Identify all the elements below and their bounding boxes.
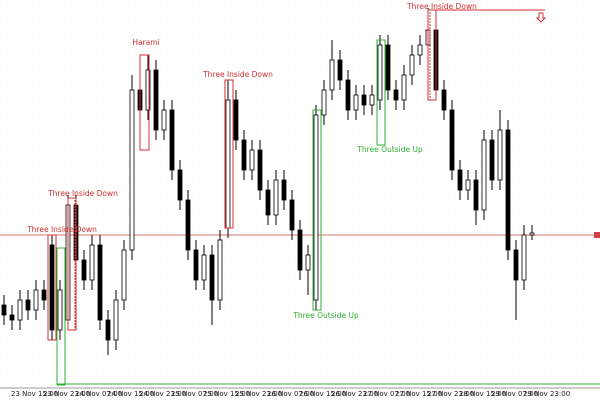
pattern-box xyxy=(139,54,150,151)
candle-body xyxy=(289,199,295,231)
candle-body xyxy=(249,149,255,171)
candle-body xyxy=(1,304,7,316)
candle-body xyxy=(81,259,87,281)
x-tick-label: 27 Nov 07:00 xyxy=(363,390,410,398)
candle-body xyxy=(465,179,471,191)
candle-body xyxy=(305,254,311,271)
x-tick-label: 25 Nov 15:00 xyxy=(203,390,250,398)
pattern-label: Three Outside Up xyxy=(292,311,359,320)
candle-body xyxy=(201,254,207,281)
pattern-label: Three Inside Down xyxy=(47,189,118,198)
pattern-box xyxy=(427,9,437,101)
pattern-label: Three Inside Down xyxy=(202,70,273,79)
candle-body xyxy=(409,54,415,76)
candle-body xyxy=(25,299,31,311)
down-arrow xyxy=(535,12,547,23)
pattern-box xyxy=(67,197,77,331)
candle-body xyxy=(105,319,111,341)
candle-body xyxy=(441,89,447,111)
candle-body xyxy=(33,289,39,311)
x-tick-label: 27 Nov 15:00 xyxy=(395,390,442,398)
candle-body xyxy=(321,89,327,116)
candle-body xyxy=(217,239,223,301)
candle-body xyxy=(161,109,167,131)
candle-body xyxy=(489,139,495,181)
candle-body xyxy=(337,59,343,81)
candle-body xyxy=(257,149,263,191)
x-tick-label: 23 Nov 23:00 xyxy=(43,390,90,398)
candle-body xyxy=(153,69,159,131)
x-tick-label: 27 Nov 23:00 xyxy=(427,390,474,398)
candle-body xyxy=(385,44,391,91)
x-tick-label: 25 Nov 23:00 xyxy=(235,390,282,398)
candle-body xyxy=(209,254,215,301)
x-tick-label: 26 Nov 23:00 xyxy=(331,390,378,398)
candle-body xyxy=(113,299,119,341)
pattern-box xyxy=(47,234,57,341)
candle-body xyxy=(345,79,351,111)
candle-body xyxy=(17,299,23,321)
candle-body xyxy=(241,139,247,171)
candle-body xyxy=(57,289,63,331)
pattern-label: Three Inside Down xyxy=(26,225,97,234)
candle-body xyxy=(497,129,503,181)
pattern-label: Three Inside Down xyxy=(406,2,477,11)
pattern-boxes xyxy=(47,9,600,386)
candle-body xyxy=(225,99,231,229)
candle-body xyxy=(505,129,511,251)
candle-body xyxy=(97,244,103,321)
candle-body xyxy=(521,234,527,281)
candle-body xyxy=(49,244,55,331)
candle-body xyxy=(473,179,479,211)
price-marker xyxy=(594,232,600,238)
candle-body xyxy=(369,94,375,106)
candle-body xyxy=(401,74,407,101)
candle-body xyxy=(329,59,335,91)
candle-body xyxy=(41,289,47,301)
candle-body xyxy=(273,179,279,216)
pattern-box xyxy=(56,247,66,386)
pattern-box xyxy=(312,109,322,311)
x-tick-label: 28 Nov 15:00 xyxy=(459,390,506,398)
candle-body xyxy=(297,229,303,271)
candle-body xyxy=(417,44,423,56)
candle-body xyxy=(513,249,519,281)
candle-body xyxy=(313,114,319,301)
candle-body xyxy=(193,249,199,281)
x-tick-label: 29 Nov 23:00 xyxy=(523,390,570,398)
candle-body xyxy=(185,199,191,251)
pattern-box xyxy=(224,79,234,229)
x-tick-label: 24 Nov 15:00 xyxy=(107,390,154,398)
candle-body xyxy=(129,89,135,251)
pattern-box xyxy=(376,39,386,146)
x-tick-label: 26 Nov 15:00 xyxy=(299,390,346,398)
x-tick-label: 29 Nov 07:00 xyxy=(491,390,538,398)
candle-body xyxy=(233,99,239,141)
candle-body xyxy=(145,69,151,111)
x-tick-label: 24 Nov 23:00 xyxy=(139,390,186,398)
pattern-label: Harami xyxy=(132,38,159,47)
candles xyxy=(1,8,535,355)
candle-body xyxy=(449,109,455,171)
candle-body xyxy=(169,109,175,171)
candle-body xyxy=(265,189,271,216)
candle-body xyxy=(9,314,15,321)
x-tick-label: 25 Nov 07:00 xyxy=(171,390,218,398)
candle-body xyxy=(377,44,383,101)
candle-body xyxy=(457,169,463,191)
candle-body xyxy=(529,232,535,236)
pattern-label: Three Outside Up xyxy=(356,145,423,154)
candle-body xyxy=(481,139,487,211)
candle-body xyxy=(177,169,183,201)
candle-body xyxy=(121,249,127,301)
x-tick-label: 24 Nov 07:00 xyxy=(75,390,122,398)
candle-body xyxy=(353,94,359,111)
candle-body xyxy=(89,244,95,281)
x-tick-label: 26 Nov 07:00 xyxy=(267,390,314,398)
candle-body xyxy=(393,89,399,101)
candle-body xyxy=(361,94,367,106)
x-tick-label: 23 Nov 15:00 xyxy=(11,390,58,398)
candle-body xyxy=(281,179,287,201)
